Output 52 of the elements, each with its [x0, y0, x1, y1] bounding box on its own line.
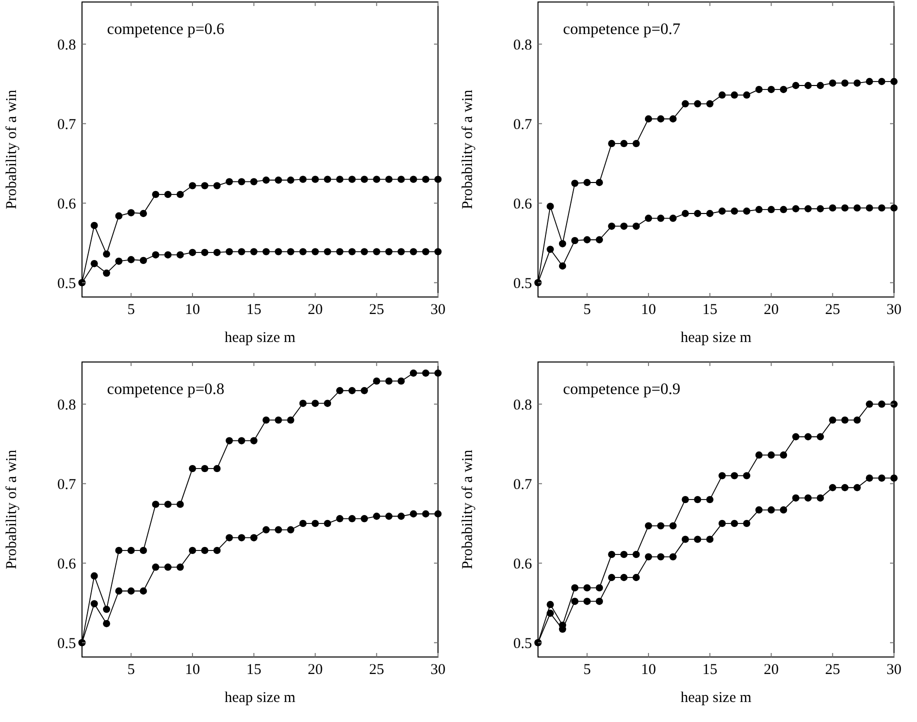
y-tick-label: 0.7: [57, 116, 76, 133]
y-axis-title: Probability of a win: [460, 89, 476, 210]
y-axis-title: Probability of a win: [460, 449, 476, 570]
x-tick-label: 30: [430, 662, 446, 678]
y-tick-label: 0.8: [513, 397, 532, 414]
x-tick-label: 15: [246, 302, 262, 318]
x-tick-label: 30: [886, 662, 902, 678]
x-tick-label: 10: [184, 662, 200, 678]
x-tick-label: 5: [583, 302, 591, 318]
x-tick-label: 15: [246, 662, 262, 678]
x-axis-title: heap size m: [224, 330, 296, 346]
x-tick-label: 15: [702, 302, 718, 318]
x-tick-label: 25: [825, 662, 840, 678]
y-tick-label: 0.5: [513, 636, 532, 652]
y-tick-label: 0.8: [57, 397, 76, 414]
x-tick-label: 25: [369, 662, 384, 678]
y-tick-label: 0.7: [513, 476, 532, 493]
x-axis-title: heap size m: [224, 690, 296, 706]
x-axis-title: heap size m: [680, 690, 752, 706]
annotation: competence p=0.7: [563, 21, 680, 38]
y-tick-label: 0.7: [57, 476, 76, 493]
annotation: competence p=0.6: [107, 21, 224, 38]
x-tick-label: 30: [430, 302, 446, 318]
y-tick-label: 0.6: [513, 196, 532, 212]
y-tick-label: 0.8: [57, 37, 76, 54]
x-tick-label: 20: [764, 302, 779, 318]
y-tick-label: 0.6: [57, 196, 76, 212]
y-tick-label: 0.5: [513, 276, 532, 292]
y-axis-title: Probability of a win: [4, 449, 20, 570]
x-tick-label: 5: [583, 662, 591, 678]
x-tick-label: 5: [127, 302, 135, 318]
y-axis-title: Probability of a win: [4, 89, 20, 210]
x-axis-title: heap size m: [680, 330, 752, 346]
x-tick-label: 10: [184, 302, 200, 318]
x-tick-label: 25: [369, 302, 384, 318]
annotation: competence p=0.9: [563, 381, 680, 398]
y-tick-label: 0.5: [57, 276, 76, 292]
y-tick-label: 0.6: [57, 556, 76, 572]
y-tick-label: 0.5: [57, 636, 76, 652]
x-tick-label: 20: [308, 302, 323, 318]
x-tick-label: 15: [702, 662, 718, 678]
x-tick-label: 10: [640, 662, 656, 678]
y-tick-label: 0.8: [513, 37, 532, 54]
x-tick-label: 30: [886, 302, 902, 318]
x-tick-label: 10: [640, 302, 656, 318]
x-tick-label: 25: [825, 302, 840, 318]
x-tick-label: 5: [127, 662, 135, 678]
x-tick-label: 20: [308, 662, 323, 678]
x-tick-label: 20: [764, 662, 779, 678]
y-tick-label: 0.6: [513, 556, 532, 572]
y-tick-label: 0.7: [513, 116, 532, 133]
annotation: competence p=0.8: [107, 381, 224, 398]
